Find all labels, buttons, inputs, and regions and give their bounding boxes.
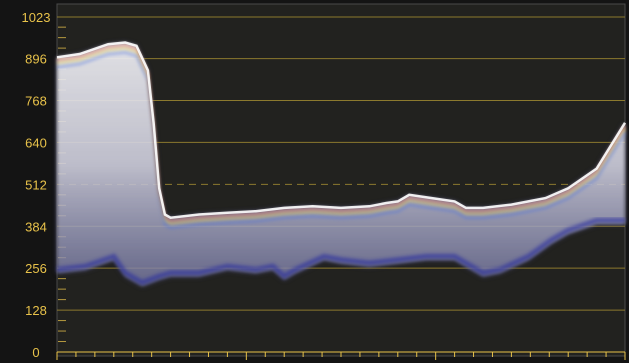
trace-fringe-blue — [56, 51, 626, 229]
y-tick-label: 1023 — [22, 10, 51, 25]
y-tick-label: 896 — [25, 52, 47, 67]
waveform-trace — [56, 41, 627, 287]
y-tick-label: 128 — [25, 303, 47, 318]
y-tick-label: 512 — [25, 177, 47, 192]
y-tick-label: 0 — [32, 345, 39, 360]
trace-highlight — [56, 41, 627, 219]
y-tick-label: 768 — [25, 94, 47, 109]
trace-fringe-red — [56, 44, 626, 222]
y-tick-label: 256 — [25, 261, 47, 276]
y-axis-labels: 0 128 256 384 512 640 768 896 1023 — [22, 10, 51, 360]
y-tick-label: 384 — [25, 219, 47, 234]
x-axis-ticks — [56, 351, 626, 360]
trace-fringe-yellow — [56, 47, 626, 225]
trace-fringe-low — [56, 217, 625, 286]
y-tick-label: 640 — [25, 135, 47, 150]
